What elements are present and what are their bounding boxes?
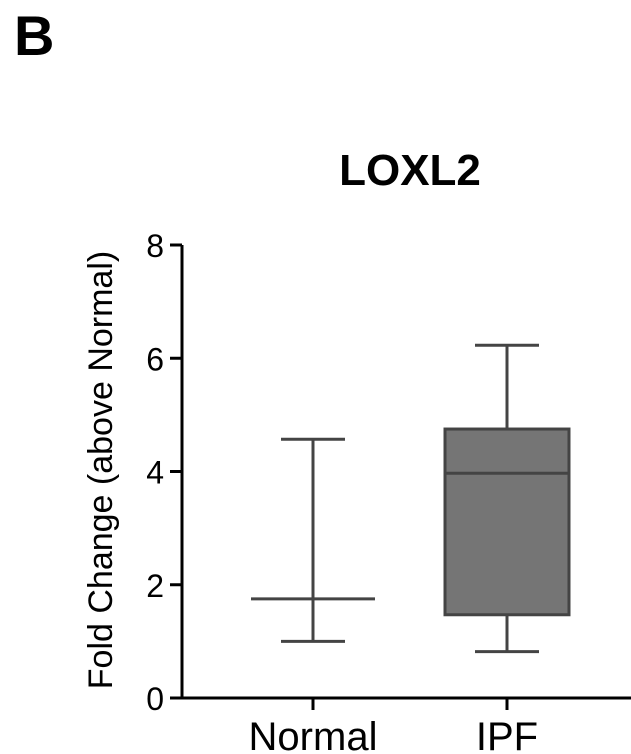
panel-label: B	[14, 4, 55, 67]
box-normal	[251, 437, 375, 643]
boxes	[251, 343, 571, 654]
iqr-box	[443, 427, 571, 617]
box-ipf	[443, 343, 571, 654]
x-tick-label: IPF	[476, 715, 538, 754]
y-tick-label: 8	[146, 228, 164, 264]
y-tick-label: 2	[146, 568, 164, 604]
y-tick-label: 4	[146, 455, 164, 491]
chart-title: LOXL2	[339, 146, 481, 195]
y-tick-label: 6	[146, 341, 164, 377]
y-tick-label: 0	[146, 681, 164, 717]
x-tick-label: Normal	[249, 715, 378, 754]
y-axis-label: Fold Change (above Normal)	[82, 251, 120, 689]
axes: 0 2 4 6 8 Normal IPF	[146, 228, 631, 754]
